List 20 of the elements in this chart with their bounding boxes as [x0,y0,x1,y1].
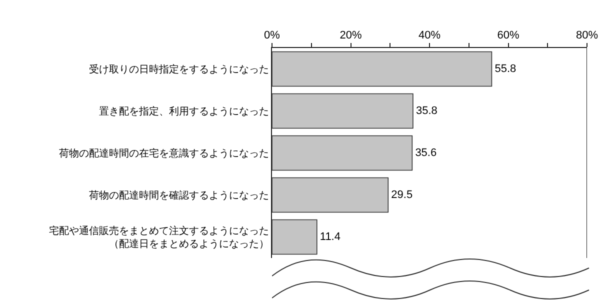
x-tick-label: 20% [340,30,362,42]
data-label: 55.8 [494,63,516,75]
y-tick-label: 宅配や通信販売をまとめて注文するようになった（配達日をまとめるようになった） [49,225,269,250]
y-tick-label: 荷物の配達時間を確認するようになった [89,190,269,202]
bar [272,93,414,129]
x-tick-label: 80% [576,30,598,42]
bar [272,51,492,87]
x-tick-label: 0% [264,30,280,42]
bar [272,135,413,171]
y-tick-label: 受け取りの日時指定をするようになった [89,64,269,76]
data-label: 29.5 [391,189,413,201]
data-label: 11.4 [320,231,340,243]
y-tick-label: 置き配を指定、利用するようになった [99,106,269,118]
data-label: 35.8 [416,105,438,117]
x-tick-label: 40% [418,30,441,42]
bar [272,219,318,255]
x-tick-label: 60% [497,30,520,42]
data-label: 35.6 [415,147,437,159]
y-tick-label: 荷物の配達時間の在宅を意識するようになった [59,148,269,160]
bar [272,177,389,213]
